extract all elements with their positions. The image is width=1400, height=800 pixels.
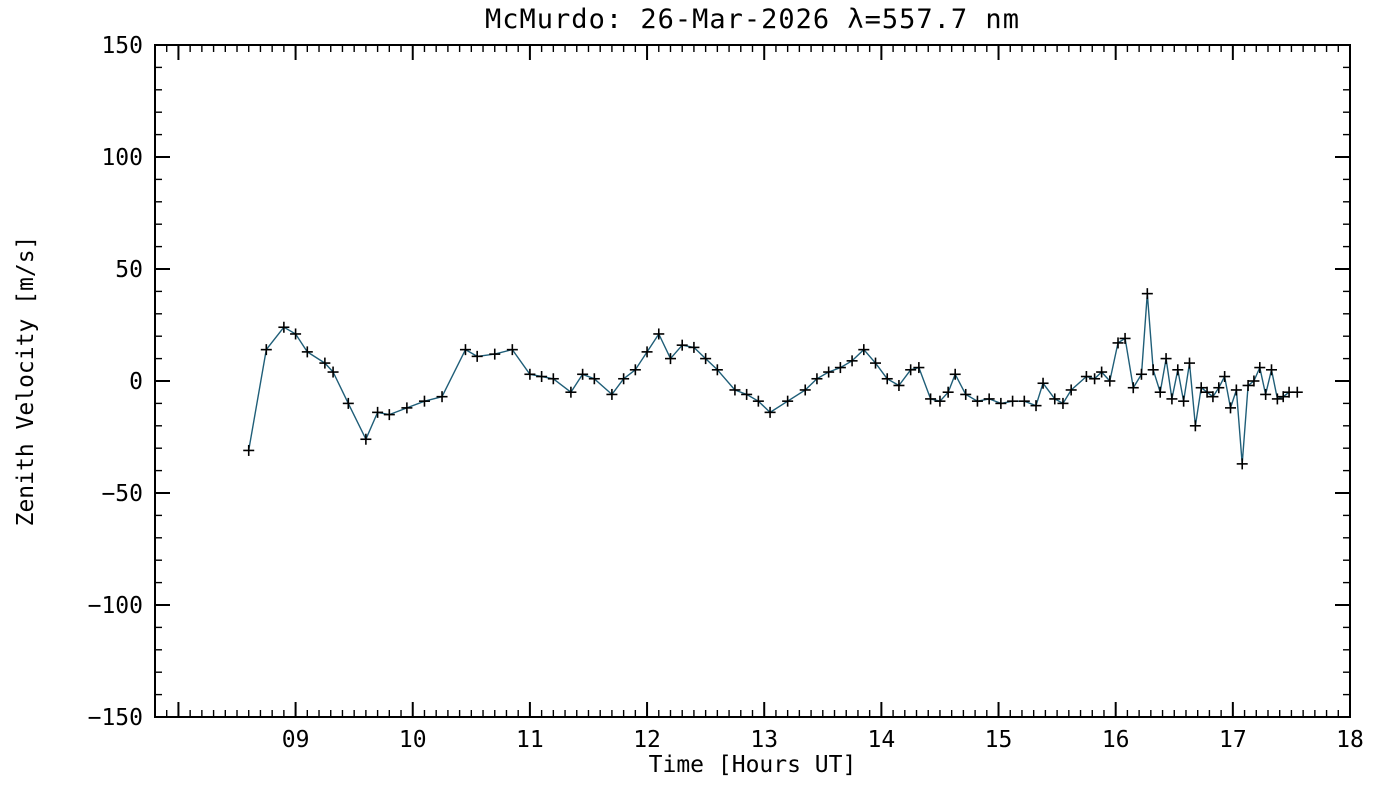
x-tick-label: 11 bbox=[516, 727, 544, 753]
plot-title: McMurdo: 26-Mar-2026 λ=557.7 nm bbox=[485, 4, 1020, 35]
x-tick-label: 14 bbox=[868, 727, 896, 753]
x-tick-label: 15 bbox=[985, 727, 1013, 753]
x-tick-label: 10 bbox=[399, 727, 427, 753]
y-tick-label: 150 bbox=[101, 33, 143, 59]
tick-labels: 09 10 11 12 13 14 15 16 17 18 −150 −100 −50 0 50 100 150 bbox=[88, 33, 1364, 753]
x-axis-label: Time [Hours UT] bbox=[648, 752, 857, 778]
x-tick-label: 12 bbox=[633, 727, 661, 753]
y-tick-label: −100 bbox=[88, 593, 143, 619]
axis-ticks bbox=[154, 44, 1351, 718]
x-tick-label: 09 bbox=[282, 727, 310, 753]
x-tick-label: 13 bbox=[750, 727, 778, 753]
y-tick-label: 100 bbox=[101, 145, 143, 171]
y-tick-label: −50 bbox=[101, 481, 143, 507]
x-tick-label: 16 bbox=[1102, 727, 1130, 753]
axis-box bbox=[154, 44, 1351, 718]
x-tick-label: 18 bbox=[1336, 727, 1364, 753]
x-tick-label: 17 bbox=[1219, 727, 1247, 753]
y-tick-label: −150 bbox=[88, 705, 143, 731]
y-tick-label: 50 bbox=[115, 257, 143, 283]
y-tick-label: 0 bbox=[129, 369, 143, 395]
data-series-line bbox=[248, 292, 1298, 465]
data-series-markers bbox=[243, 288, 1303, 470]
